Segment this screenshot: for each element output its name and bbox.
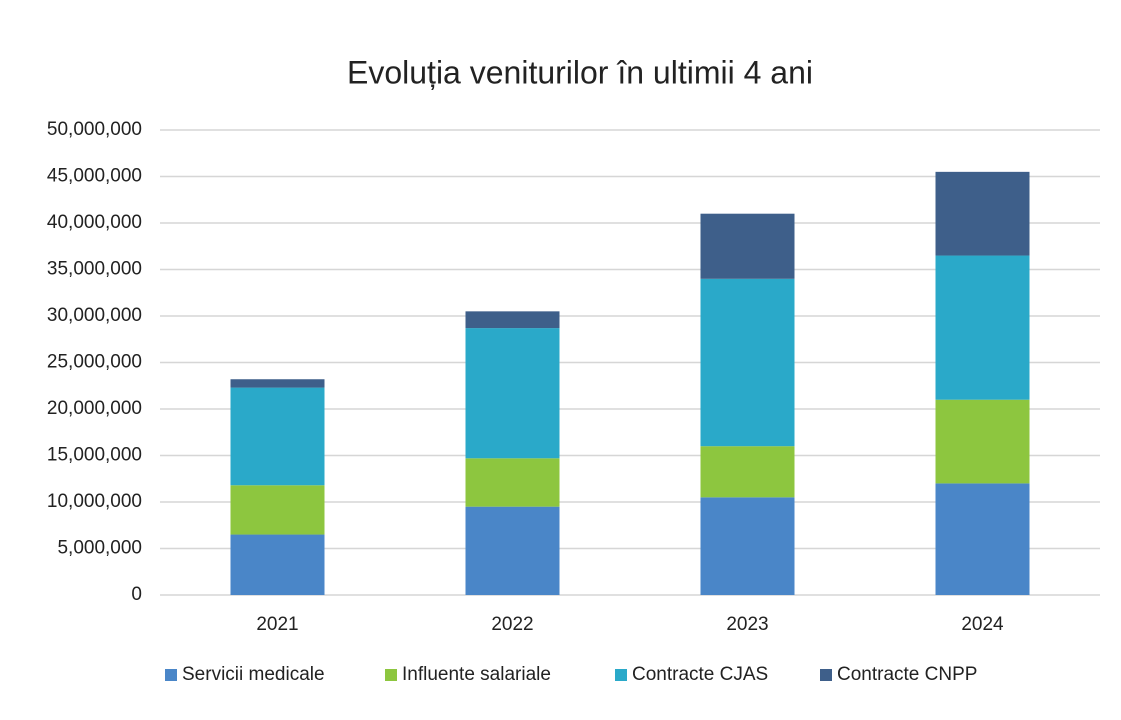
y-tick-label: 25,000,000 bbox=[47, 352, 142, 373]
bar-segment bbox=[465, 311, 560, 329]
x-tick-label: 2022 bbox=[491, 614, 533, 635]
y-tick-label: 5,000,000 bbox=[57, 538, 142, 559]
bar-segment bbox=[230, 485, 325, 535]
y-tick-label: 10,000,000 bbox=[47, 491, 142, 512]
bar-segment bbox=[465, 328, 560, 459]
bar-segment bbox=[230, 534, 325, 595]
bar-segment bbox=[935, 255, 1030, 400]
y-tick-label: 35,000,000 bbox=[47, 259, 142, 280]
y-tick-label: 20,000,000 bbox=[47, 398, 142, 419]
bar-segment bbox=[230, 387, 325, 486]
legend-swatch bbox=[165, 669, 177, 681]
y-tick-label: 45,000,000 bbox=[47, 166, 142, 187]
legend-label: Influente salariale bbox=[402, 664, 551, 685]
x-tick-label: 2021 bbox=[256, 614, 298, 635]
legend-swatch bbox=[615, 669, 627, 681]
y-tick-label: 50,000,000 bbox=[47, 119, 142, 140]
x-tick-label: 2024 bbox=[961, 614, 1004, 635]
y-tick-label: 40,000,000 bbox=[47, 212, 142, 233]
bar-segment bbox=[465, 506, 560, 595]
legend-label: Contracte CJAS bbox=[632, 664, 768, 685]
chart-title: Evoluția veniturilor în ultimii 4 ani bbox=[347, 54, 813, 90]
bar-segment bbox=[230, 379, 325, 388]
bar-segment bbox=[935, 171, 1030, 256]
bar-segment bbox=[700, 213, 795, 279]
bar-segment bbox=[700, 278, 795, 447]
bar-segment bbox=[935, 399, 1030, 484]
legend-swatch bbox=[820, 669, 832, 681]
bar-segment bbox=[465, 458, 560, 507]
bar-segment bbox=[935, 483, 1030, 595]
legend-label: Contracte CNPP bbox=[837, 664, 977, 685]
x-tick-label: 2023 bbox=[726, 614, 768, 635]
y-tick-label: 0 bbox=[131, 584, 142, 605]
y-tick-label: 30,000,000 bbox=[47, 305, 142, 326]
bar-segment bbox=[700, 446, 795, 498]
legend-swatch bbox=[385, 669, 397, 681]
y-tick-label: 15,000,000 bbox=[47, 445, 142, 466]
bar-segment bbox=[700, 497, 795, 595]
legend-label: Servicii medicale bbox=[182, 664, 325, 685]
